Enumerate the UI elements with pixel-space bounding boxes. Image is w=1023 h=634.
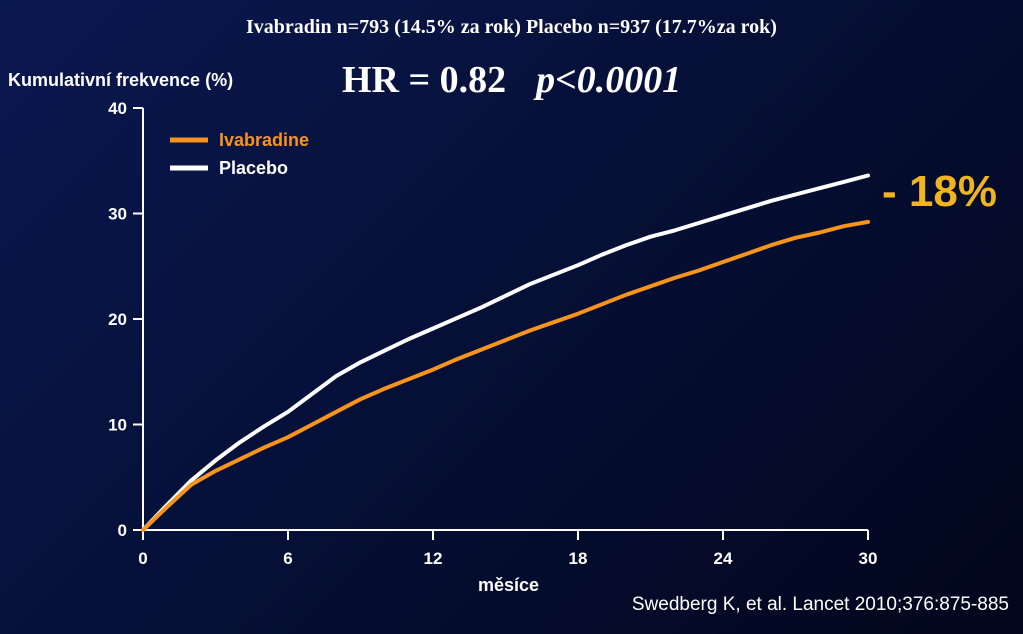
legend-label-ivabradine: Ivabradine (219, 130, 309, 150)
x-tick-label: 12 (424, 549, 443, 568)
series-layer (141, 173, 870, 532)
y-tick-label: 0 (118, 521, 127, 540)
y-tick-label: 30 (108, 205, 127, 224)
y-axis-label: Kumulativní frekvence (%) (8, 70, 234, 90)
x-tick-label: 6 (283, 549, 292, 568)
axes: 0 10 20 30 40 0 6 12 18 24 30 (108, 99, 877, 568)
series-line-placebo (141, 173, 870, 532)
x-axis-label: měsíce (478, 575, 539, 595)
y-tick-label: 40 (108, 99, 127, 118)
x-tick-label: 24 (714, 549, 733, 568)
source-citation: Swedberg K, et al. Lancet 2010;376:875-8… (631, 594, 1009, 615)
hazard-ratio-line: HR = 0.82 p<0.0001 (342, 58, 681, 102)
y-tick-label: 20 (108, 310, 127, 329)
series-line-ivabradine (141, 219, 870, 532)
y-tick-label: 10 (108, 416, 127, 435)
reduction-label: - 18% (882, 167, 997, 216)
chart-title: Ivabradin n=793 (14.5% za rok) Placebo n… (246, 16, 777, 38)
x-tick-label: 30 (859, 549, 878, 568)
x-tick-label: 0 (138, 549, 147, 568)
p-value: p<0.0001 (536, 59, 682, 101)
legend: Ivabradine Placebo (170, 130, 309, 178)
x-tick-label: 18 (569, 549, 588, 568)
hr-value: HR = 0.82 (342, 59, 507, 101)
legend-label-placebo: Placebo (219, 158, 288, 178)
